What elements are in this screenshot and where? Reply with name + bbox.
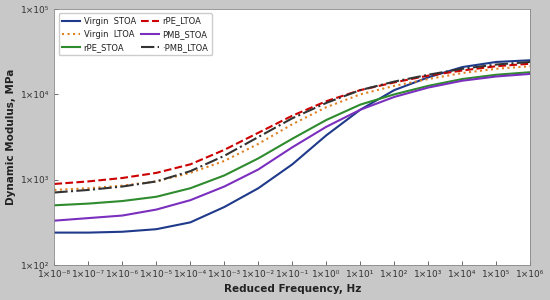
PMB_STOA bbox=[289, 146, 295, 149]
Virgin  LTOA bbox=[357, 93, 364, 96]
rPE_STOA bbox=[459, 77, 465, 81]
Virgin  LTOA bbox=[51, 188, 58, 192]
Virgin  LTOA bbox=[119, 184, 125, 188]
rPE_LTOA bbox=[119, 176, 125, 180]
X-axis label: Reduced Frequency, Hz: Reduced Frequency, Hz bbox=[224, 284, 361, 294]
rPE_STOA bbox=[221, 174, 228, 177]
rPE_LTOA bbox=[85, 180, 92, 183]
·PMB_LTOA bbox=[357, 88, 364, 92]
Virgin  STOA bbox=[221, 205, 228, 209]
Virgin  STOA bbox=[187, 220, 194, 224]
PMB_STOA bbox=[391, 95, 398, 99]
Virgin  LTOA bbox=[493, 67, 499, 70]
PMB_STOA bbox=[51, 219, 58, 223]
Virgin  LTOA bbox=[425, 77, 432, 81]
Line: PMB_STOA: PMB_STOA bbox=[54, 74, 530, 221]
rPE_LTOA bbox=[289, 114, 295, 118]
Virgin  LTOA bbox=[323, 105, 329, 109]
·PMB_LTOA bbox=[527, 60, 534, 64]
PMB_STOA bbox=[85, 216, 92, 220]
PMB_STOA bbox=[357, 108, 364, 112]
PMB_STOA bbox=[493, 75, 499, 78]
Virgin  STOA bbox=[357, 108, 364, 112]
Virgin  LTOA bbox=[153, 180, 159, 183]
Virgin  LTOA bbox=[85, 186, 92, 190]
rPE_STOA bbox=[493, 73, 499, 76]
Virgin  LTOA bbox=[459, 71, 465, 75]
PMB_STOA bbox=[119, 214, 125, 217]
Virgin  STOA bbox=[323, 134, 329, 137]
rPE_LTOA bbox=[459, 69, 465, 72]
·PMB_LTOA bbox=[459, 67, 465, 70]
rPE_LTOA bbox=[527, 62, 534, 65]
rPE_STOA bbox=[51, 203, 58, 207]
PMB_STOA bbox=[527, 72, 534, 76]
rPE_STOA bbox=[323, 118, 329, 122]
rPE_STOA bbox=[85, 202, 92, 206]
Virgin  STOA bbox=[425, 76, 432, 79]
·PMB_LTOA bbox=[187, 169, 194, 173]
Virgin  LTOA bbox=[187, 171, 194, 175]
·PMB_LTOA bbox=[425, 73, 432, 76]
Virgin  STOA bbox=[153, 227, 159, 231]
rPE_LTOA bbox=[51, 182, 58, 186]
Virgin  STOA bbox=[493, 60, 499, 64]
Virgin  STOA bbox=[255, 186, 262, 190]
rPE_LTOA bbox=[255, 131, 262, 135]
PMB_STOA bbox=[187, 198, 194, 202]
Virgin  STOA bbox=[459, 65, 465, 69]
Line: Virgin  LTOA: Virgin LTOA bbox=[54, 66, 530, 190]
Virgin  LTOA bbox=[221, 159, 228, 163]
rPE_STOA bbox=[527, 70, 534, 74]
rPE_STOA bbox=[289, 137, 295, 140]
Virgin  LTOA bbox=[289, 122, 295, 126]
rPE_STOA bbox=[187, 186, 194, 190]
·PMB_LTOA bbox=[51, 191, 58, 194]
Virgin  STOA bbox=[391, 88, 398, 92]
Line: rPE_STOA: rPE_STOA bbox=[54, 72, 530, 205]
PMB_STOA bbox=[323, 125, 329, 129]
·PMB_LTOA bbox=[255, 135, 262, 139]
rPE_LTOA bbox=[221, 148, 228, 152]
·PMB_LTOA bbox=[221, 154, 228, 158]
rPE_STOA bbox=[153, 195, 159, 199]
Virgin  LTOA bbox=[391, 84, 398, 88]
Virgin  STOA bbox=[119, 230, 125, 234]
rPE_LTOA bbox=[357, 88, 364, 92]
PMB_STOA bbox=[255, 168, 262, 171]
Line: rPE_LTOA: rPE_LTOA bbox=[54, 64, 530, 184]
Virgin  STOA bbox=[289, 163, 295, 166]
rPE_LTOA bbox=[187, 163, 194, 166]
Virgin  LTOA bbox=[255, 142, 262, 146]
·PMB_LTOA bbox=[289, 116, 295, 120]
rPE_STOA bbox=[425, 84, 432, 88]
·PMB_LTOA bbox=[153, 180, 159, 183]
Line: Virgin  STOA: Virgin STOA bbox=[54, 60, 530, 233]
Legend: Virgin  STOA, Virgin  LTOA, rPE_STOA, rPE_LTOA, PMB_STOA, ·PMB_LTOA: Virgin STOA, Virgin LTOA, rPE_STOA, rPE_… bbox=[58, 13, 212, 55]
Virgin  STOA bbox=[51, 231, 58, 234]
rPE_LTOA bbox=[391, 81, 398, 84]
rPE_STOA bbox=[391, 93, 398, 96]
·PMB_LTOA bbox=[391, 80, 398, 83]
·PMB_LTOA bbox=[85, 188, 92, 192]
PMB_STOA bbox=[459, 79, 465, 83]
rPE_STOA bbox=[357, 103, 364, 106]
Virgin  LTOA bbox=[527, 64, 534, 68]
·PMB_LTOA bbox=[119, 185, 125, 188]
Line: ·PMB_LTOA: ·PMB_LTOA bbox=[54, 62, 530, 193]
rPE_STOA bbox=[119, 199, 125, 203]
rPE_STOA bbox=[255, 157, 262, 160]
·PMB_LTOA bbox=[323, 101, 329, 105]
rPE_LTOA bbox=[323, 99, 329, 103]
rPE_LTOA bbox=[153, 171, 159, 175]
PMB_STOA bbox=[425, 86, 432, 89]
PMB_STOA bbox=[153, 208, 159, 211]
rPE_LTOA bbox=[425, 74, 432, 77]
Virgin  STOA bbox=[527, 58, 534, 62]
rPE_LTOA bbox=[493, 64, 499, 68]
Virgin  STOA bbox=[85, 231, 92, 234]
·PMB_LTOA bbox=[493, 63, 499, 66]
PMB_STOA bbox=[221, 185, 228, 188]
Y-axis label: Dynamic Modulus, MPa: Dynamic Modulus, MPa bbox=[6, 69, 15, 205]
